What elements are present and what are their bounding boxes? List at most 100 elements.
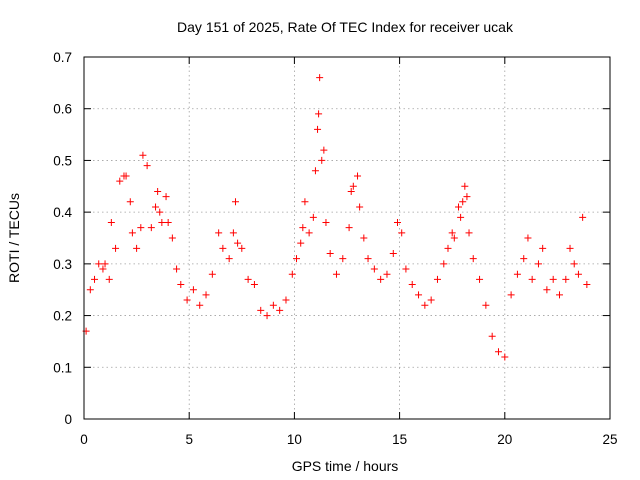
data-point [126,198,134,206]
data-point [137,224,145,232]
y-tick-label: 0.6 [53,102,72,117]
data-point [398,229,406,237]
data-points [82,74,591,361]
data-point [95,260,103,268]
data-point [326,250,334,258]
data-point [444,244,452,252]
data-point [105,275,113,283]
data-point [461,182,469,190]
data-point [364,255,372,263]
data-point [112,244,120,252]
data-point [455,203,463,211]
data-point [427,296,435,304]
data-point [583,281,591,289]
x-tick-label: 10 [287,432,302,447]
data-point [107,218,115,226]
data-point [543,286,551,294]
data-point [316,74,324,82]
data-point [116,177,124,185]
data-point [91,275,99,283]
data-point [293,255,301,263]
data-point [177,281,185,289]
data-point [570,260,578,268]
data-point [360,234,368,242]
x-tick-label: 25 [602,432,617,447]
data-point [133,244,141,252]
data-point [320,146,328,154]
data-point [158,218,166,226]
data-point [154,187,162,195]
data-point [566,244,574,252]
data-point [534,260,542,268]
data-point [231,198,239,206]
data-point [415,291,423,299]
data-point [202,291,210,299]
data-point [524,234,532,242]
data-point [421,301,429,309]
data-point [450,234,458,242]
data-point [305,229,313,237]
y-tick-label: 0.5 [53,153,72,168]
data-point [349,182,357,190]
data-point [234,239,242,247]
x-axis-title: GPS time / hours [292,458,399,474]
data-point [402,265,410,273]
data-point [457,213,465,221]
data-point [162,193,170,201]
data-point [139,151,147,159]
data-point [339,255,347,263]
data-point [579,213,587,221]
y-tick-label: 0.3 [53,257,72,272]
data-point [238,244,246,252]
data-point [389,250,397,258]
data-point [488,332,496,340]
data-point [309,213,317,221]
data-point [143,162,151,170]
data-point [476,275,484,283]
data-point [156,208,164,216]
data-point [173,265,181,273]
data-point [408,281,416,289]
data-point [288,270,296,278]
data-point [463,193,471,201]
data-point [347,187,355,195]
data-point [315,110,323,118]
data-point [297,239,305,247]
data-point [122,172,130,180]
x-tick-label: 0 [80,432,88,447]
data-point [101,260,109,268]
data-point [99,265,107,273]
data-point [556,291,564,299]
x-tick-label: 5 [185,432,193,447]
plot-frame [83,56,611,420]
data-point [86,286,94,294]
data-point [269,301,277,309]
data-point [377,275,385,283]
y-tick-label: 0.4 [53,205,72,220]
data-point [164,218,172,226]
data-point [520,255,528,263]
data-point [482,301,490,309]
data-point [507,291,515,299]
data-point [562,275,570,283]
y-tick-label: 0 [64,412,72,427]
data-point [393,218,401,226]
y-tick-label: 0.1 [53,360,72,375]
y-tick-label: 0.7 [53,50,72,65]
data-point [229,229,237,237]
data-point [219,244,227,252]
data-point [322,218,330,226]
data-point [318,156,326,164]
data-point [440,260,448,268]
data-point [225,255,233,263]
data-point [465,229,473,237]
data-point [196,301,204,309]
data-point [459,198,467,206]
data-point [354,172,362,180]
data-point [469,255,477,263]
data-point [152,203,160,211]
chart-title: Day 151 of 2025, Rate Of TEC Index for r… [177,19,514,35]
data-point [128,229,136,237]
data-point [574,270,582,278]
